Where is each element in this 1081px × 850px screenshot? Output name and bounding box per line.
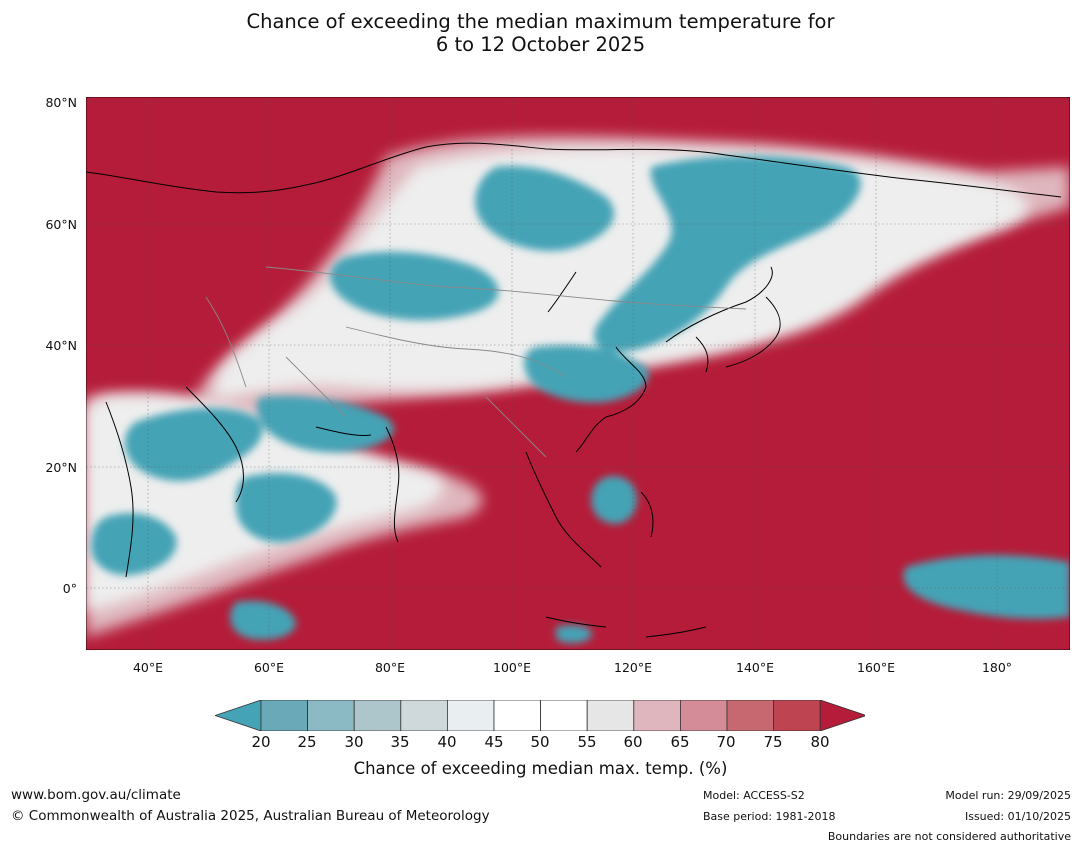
colorbar-tick-30: 30 [344,733,364,751]
source-url: www.bom.gov.au/climate [11,787,181,803]
colorbar-tick-75: 75 [763,733,783,751]
colorbar-tick-45: 45 [484,733,504,751]
probability-map [86,97,1070,650]
lat-label-60n: 60°N [45,217,77,232]
issued-date: Issued: 01/10/2025 [964,810,1071,823]
boundaries-disclaimer: Boundaries are not considered authoritat… [827,830,1071,843]
lon-label-120e: 120°E [613,660,653,675]
colorbar-tick-35: 35 [390,733,410,751]
colorbar-tick-40: 40 [437,733,457,751]
lon-label-140e: 140°E [735,660,775,675]
lon-label-160e: 160°E [856,660,896,675]
colorbar-box-55 [586,700,635,731]
model-run-date: Model run: 29/09/2025 [945,789,1071,802]
graticule [86,97,1070,650]
colorbar-tick-50: 50 [530,733,550,751]
colorbar-box-70 [726,700,774,731]
colorbar [215,700,865,731]
lat-label-80n: 80°N [45,95,77,110]
colorbar-box-75 [773,700,821,731]
lon-label-180: 180° [981,660,1013,675]
colorbar-box-45 [493,700,541,731]
lon-label-40e: 40°E [132,660,164,675]
lat-label-40n: 40°N [45,338,77,353]
colorbar-tick-60: 60 [623,733,643,751]
colorbar-tick-55: 55 [577,733,597,751]
colorbar-box-50 [540,700,588,731]
copyright-notice: © Commonwealth of Australia 2025, Austra… [11,808,490,824]
below-median-zones [91,155,1070,644]
lon-label-60e: 60°E [253,660,285,675]
colorbar-below-triangle [215,700,262,731]
base-period: Base period: 1981-2018 [703,810,836,823]
country-borders [205,266,747,458]
colorbar-tick-70: 70 [716,733,736,751]
colorbar-box-65 [679,700,728,731]
lat-label-0: 0° [62,581,77,596]
lon-label-80e: 80°E [374,660,406,675]
chart-title-line1: Chance of exceeding the median maximum t… [246,10,835,33]
colorbar-box-35 [400,700,448,731]
colorbar-tick-25: 25 [297,733,317,751]
colorbar-above-triangle [819,700,865,731]
coastlines [86,142,1062,638]
lat-label-20n: 20°N [45,460,77,475]
chart-title-line2: 6 to 12 October 2025 [435,33,646,56]
colorbar-tick-80: 80 [810,733,830,751]
colorbar-tick-20: 20 [251,733,271,751]
model-name: Model: ACCESS-S2 [703,789,805,802]
lon-label-100e: 100°E [492,660,532,675]
colorbar-tick-65: 65 [670,733,690,751]
colorbar-box-20 [260,700,308,731]
colorbar-box-60 [633,700,681,731]
colorbar-box-25 [307,700,355,731]
colorbar-box-40 [446,700,495,731]
colorbar-label: Chance of exceeding median max. temp. (%… [353,759,728,778]
colorbar-box-30 [353,700,402,731]
